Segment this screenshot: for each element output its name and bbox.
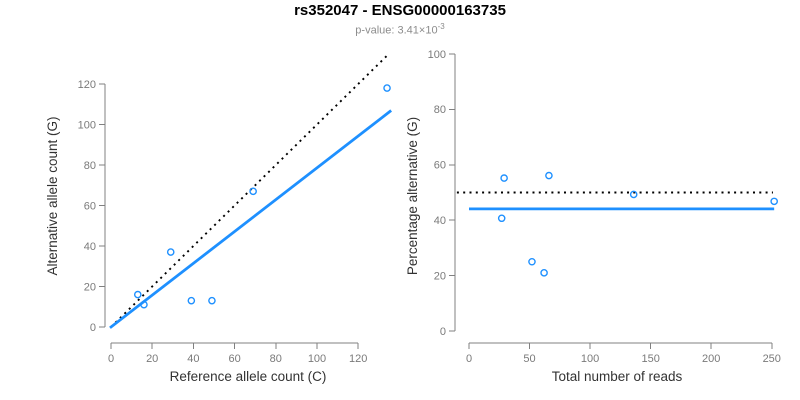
left-y-tick-label: 0 — [90, 322, 96, 334]
right-y-tick-label: 60 — [434, 160, 446, 172]
left-data-point — [383, 84, 391, 92]
left-x-tick-label: 40 — [187, 353, 199, 365]
right-y-tick-label: 40 — [434, 215, 446, 227]
right-x-tick-label: 100 — [581, 353, 599, 365]
right-data-point — [770, 197, 778, 206]
left-y-tick-label: 120 — [78, 79, 96, 91]
right-y-axis-title: Percentage alternative (G) — [405, 117, 420, 275]
left-data-point — [140, 300, 148, 309]
right-y-tick-label: 20 — [434, 270, 446, 282]
right-x-axis-title: Total number of reads — [552, 369, 683, 384]
left-data-point — [166, 248, 175, 256]
right-x-tick-label: 200 — [702, 353, 720, 365]
right-x-tick-label: 50 — [523, 353, 535, 365]
right-y-tick-label: 0 — [440, 326, 446, 338]
right-y-tick-label: 80 — [434, 104, 446, 116]
left-y-tick-label: 60 — [84, 200, 96, 212]
right-y-tick-label: 100 — [428, 49, 446, 61]
left-y-axis-title: Alternative allele count (G) — [45, 116, 60, 275]
left-x-tick-label: 20 — [146, 353, 158, 365]
pvalue-subtitle: p-value: 3.41×10-3 — [0, 20, 800, 38]
right-data-point — [528, 257, 536, 266]
right-data-point — [497, 214, 506, 223]
right-data-point — [500, 174, 508, 182]
right-x-tick-label: 250 — [763, 353, 781, 365]
left-y-tick-label: 40 — [84, 241, 96, 253]
left-data-point — [133, 290, 142, 299]
right-data-point — [629, 190, 638, 199]
figure-title: rs352047 - ENSG00000163735 — [294, 2, 506, 19]
identity-line — [110, 52, 390, 328]
left-data-point — [208, 296, 216, 305]
right-data-point — [540, 269, 548, 277]
left-x-tick-label: 100 — [308, 353, 326, 365]
left-x-tick-label: 60 — [228, 353, 240, 365]
left-data-point — [249, 187, 257, 196]
right-data-point — [545, 171, 553, 180]
fit-line — [109, 109, 393, 329]
right-x-tick-label: 150 — [641, 353, 659, 365]
right-x-tick-label: 0 — [466, 353, 472, 365]
left-y-tick-label: 80 — [84, 160, 96, 172]
pvalue-exponent: -3 — [437, 22, 445, 31]
left-x-tick-label: 0 — [108, 353, 114, 365]
left-y-tick-label: 20 — [84, 281, 96, 293]
left-y-tick-label: 100 — [78, 119, 96, 131]
left-x-tick-label: 120 — [349, 353, 367, 365]
left-x-tick-label: 80 — [270, 353, 282, 365]
left-data-point — [187, 296, 196, 305]
left-x-axis-title: Reference allele count (C) — [170, 369, 327, 384]
figure-header: rs352047 - ENSG00000163735 p-value: 3.41… — [0, 2, 800, 38]
pvalue-text: p-value: 3.41×10 — [355, 24, 438, 37]
